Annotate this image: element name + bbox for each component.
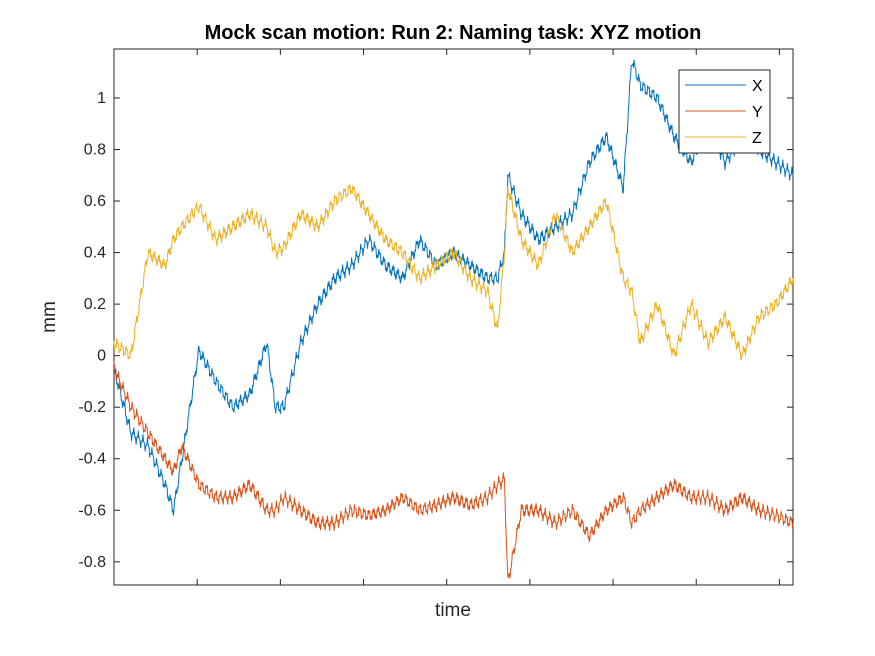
x-axis-label: time [435, 600, 471, 621]
legend: XYZ [678, 69, 771, 154]
y-tick-label: -0.2 [78, 399, 106, 416]
y-tick-label: -0.4 [78, 451, 106, 468]
legend-label-x: X [752, 78, 763, 95]
y-axis-ticks: -0.8 -0.6 -0.4 -0.2 0 0.2 0.4 0.6 0.8 1 [78, 90, 793, 571]
legend-label-z: Z [752, 130, 762, 147]
series-line-y [113, 361, 794, 579]
y-tick-label: 1 [97, 90, 106, 107]
y-tick-label: -0.8 [78, 554, 106, 571]
y-tick-label: 0.6 [84, 193, 106, 210]
legend-label-y: Y [752, 104, 763, 121]
legend-items: XYZ [685, 78, 763, 147]
y-tick-label: 0.2 [84, 296, 106, 313]
y-tick-label: -0.6 [78, 502, 106, 519]
y-tick-label: 0 [97, 348, 106, 365]
x-axis-ticks [196, 49, 780, 585]
y-tick-label: 0.8 [84, 142, 106, 159]
y-tick-label: 0.4 [84, 245, 106, 262]
chart-title: Mock scan motion: Run 2: Naming task: XY… [205, 22, 702, 44]
series-line-z [113, 184, 794, 361]
y-axis-label: mm [39, 301, 60, 333]
